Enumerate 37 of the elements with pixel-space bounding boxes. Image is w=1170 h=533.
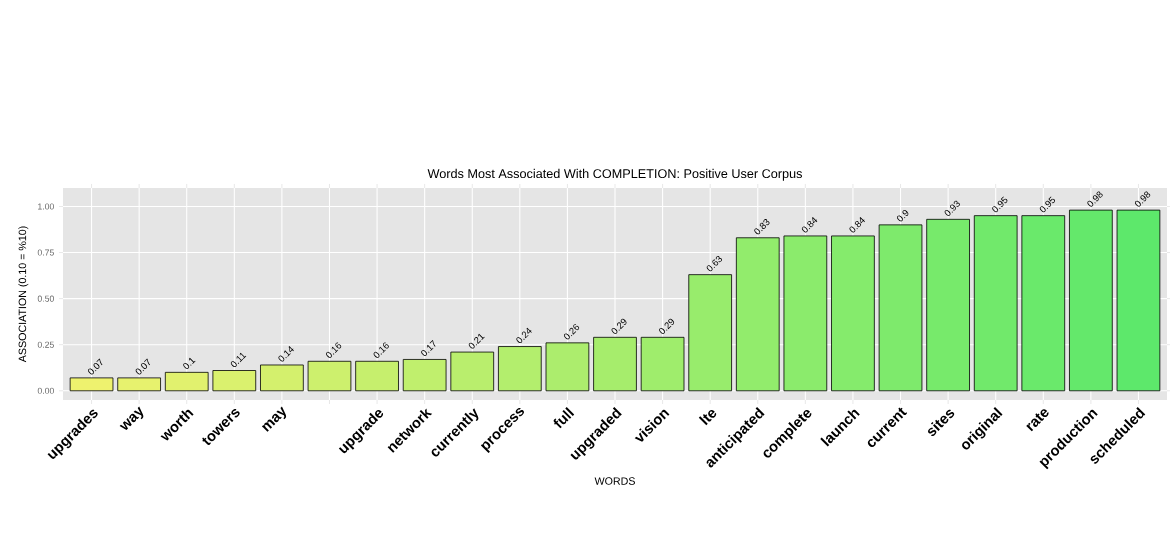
bar	[688, 274, 732, 392]
bar	[735, 237, 780, 392]
bar	[926, 218, 970, 392]
data-label: 0.21	[468, 333, 485, 349]
bar	[545, 342, 590, 392]
y-tick-label: 0.00	[37, 387, 54, 394]
x-axis-title: WORDS	[594, 477, 635, 485]
bar	[402, 359, 447, 392]
bar	[69, 377, 114, 392]
bar	[1021, 215, 1066, 392]
y-tick-label: 0.50	[37, 295, 54, 302]
bar	[260, 364, 304, 392]
data-label: 0.11	[230, 352, 247, 368]
bar	[831, 235, 875, 392]
data-label: 0.24	[516, 327, 532, 344]
bar	[973, 215, 1018, 392]
bar	[117, 377, 161, 392]
x-tick-label: way	[119, 406, 144, 431]
data-label: 0.1	[183, 357, 196, 369]
y-tick-label: 0.25	[37, 341, 54, 348]
bar	[450, 351, 495, 392]
bar	[878, 224, 923, 392]
bar	[593, 336, 637, 392]
data-label: 0.9	[897, 210, 909, 222]
bar	[164, 371, 209, 392]
bar	[1116, 209, 1161, 392]
y-axis-title: ASSOCIATION (0.10 = %10)	[18, 226, 29, 363]
bar	[307, 360, 352, 392]
bar	[498, 346, 542, 392]
bar	[1069, 209, 1113, 392]
chart-title: Words Most Associated With COMPLETION: Positive User Corpus	[427, 168, 802, 181]
y-tick-label: 0.75	[37, 249, 54, 256]
bar	[212, 370, 257, 392]
bar	[640, 336, 685, 392]
bar	[783, 235, 828, 392]
y-tick-label: 1.00	[38, 203, 54, 210]
bar	[355, 360, 399, 392]
